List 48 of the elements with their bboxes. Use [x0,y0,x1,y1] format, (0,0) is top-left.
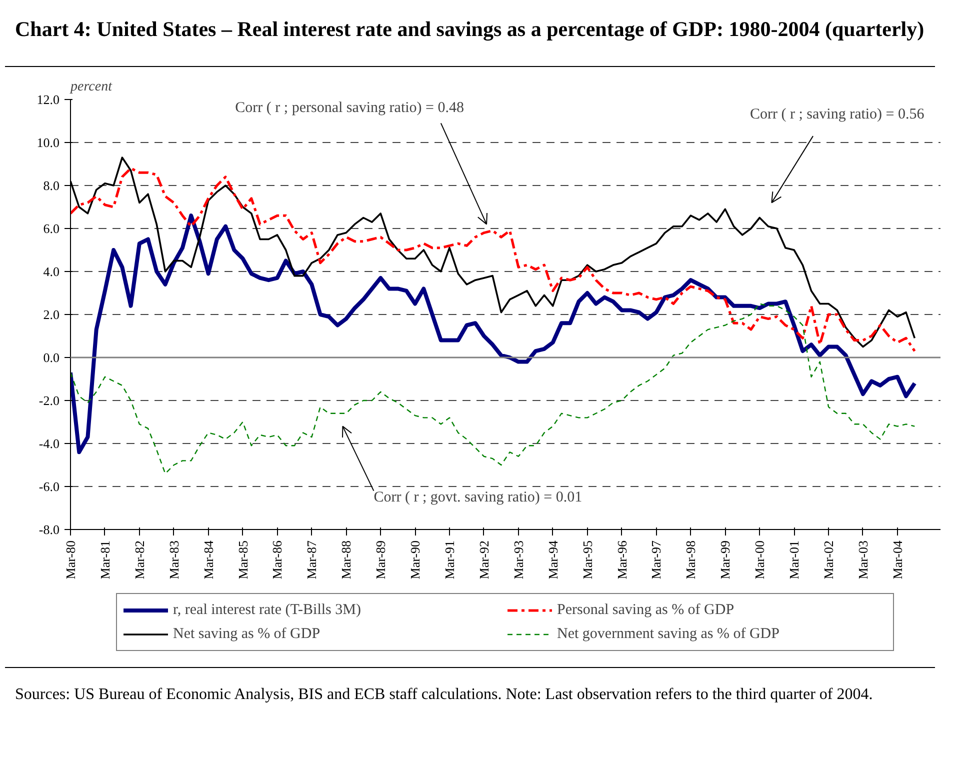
x-tick-label: Mar-83 [166,540,182,580]
x-tick-label: Mar-86 [270,540,285,580]
x-tick-label: Mar-94 [545,540,560,580]
x-tick-label: Mar-91 [442,540,458,580]
x-tick-label: Mar-04 [890,540,905,580]
x-tick-label: Mar-92 [476,540,492,580]
y-tick-label: 4.0 [43,264,60,279]
chart-title: Chart 4: United States – Real interest rate and savings as a percentage of GDP: 1980-2004 (quarterly) [15,16,924,43]
x-tick-label: Mar-96 [614,540,630,580]
y-tick-label: 12.0 [36,92,60,107]
source-note: Sources: US Bureau of Economic Analysis, BIS and ECB staff calculations. Note: Last observation refers to the third quarter of 2004. [15,685,873,705]
x-tick-label: Mar-90 [408,540,423,580]
line-series [70,214,917,454]
x-tick-label: Mar-99 [718,540,733,580]
legend-label: Net saving as % of GDP [173,626,322,642]
legend-label: Net government saving as % of GDP [557,626,780,642]
y-tick-label: 0.0 [43,350,60,365]
legend-label: Personal saving as % of GDP [557,602,736,618]
y-tick-label: -2.0 [38,393,60,408]
annotation: Corr ( r ; govt. saving ratio) = 0.01 [374,489,582,506]
y-tick-label: -4.0 [38,436,60,451]
x-tick-label: Mar-89 [373,540,388,580]
x-tick-label: Mar-87 [304,540,320,580]
line-series [70,303,916,474]
x-tick-label: Mar-98 [683,540,698,580]
y-tick-label: -8.0 [38,522,60,537]
y-tick-label: 8.0 [43,178,60,193]
x-tick-label: Mar-03 [855,540,870,580]
x-tick-label: Mar-82 [132,540,147,580]
y-tick-label: 10.0 [36,135,60,150]
annotation: Corr ( r ; personal saving ratio) = 0.48 [235,100,464,116]
x-tick-label: Mar-93 [510,540,526,580]
x-tick-label: Mar-02 [821,540,836,580]
x-tick-label: Mar-81 [97,540,112,580]
x-tick-label: Mar-00 [752,540,768,580]
x-tick-label: Mar-88 [338,540,354,580]
x-tick-label: Mar-80 [63,540,78,580]
x-tick-label: Mar-84 [200,540,216,580]
x-tick-label: Mar-97 [648,540,664,580]
x-tick-label: Mar-95 [580,540,595,580]
legend-label: r, real interest rate (T-Bills 3M) [173,602,362,618]
y-tick-label: 6.0 [43,221,60,236]
annotation: Corr ( r ; saving ratio) = 0.56 [750,106,925,123]
y-tick-label: -6.0 [38,479,60,494]
x-tick-label: Mar-85 [235,540,250,580]
y-axis-title: percent [70,80,114,94]
x-tick-label: Mar-01 [786,540,802,580]
y-tick-label: 2.0 [43,307,60,322]
